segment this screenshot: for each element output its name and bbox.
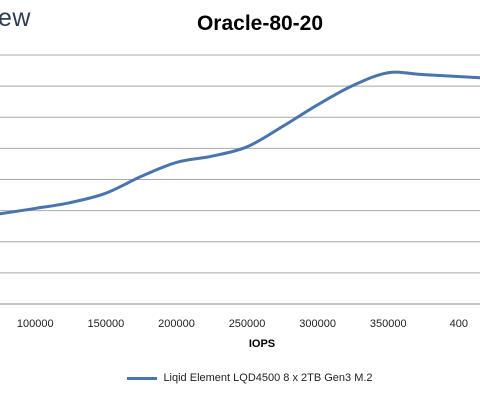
x-tick-label: 150000: [88, 318, 125, 330]
x-tick-label: 100000: [17, 318, 54, 330]
x-axis-title: IOPS: [249, 338, 275, 350]
legend-label: Liqid Element LQD4500 8 x 2TB Gen3 M.2: [163, 372, 373, 384]
x-tick-labels: 100000 150000 200000 250000 300000 350000 400: [17, 318, 468, 330]
x-tick-label: 200000: [158, 318, 195, 330]
legend-swatch: [127, 376, 158, 380]
gridlines: [0, 54, 480, 305]
series-lines: [0, 70, 480, 216]
x-tick-label: 250000: [229, 318, 266, 330]
legend: Liqid Element LQD4500 8 x 2TB Gen3 M.2: [0, 372, 480, 384]
x-tick-label: 350000: [370, 318, 407, 330]
logo-text: ew: [0, 4, 31, 32]
series-line: [0, 70, 480, 216]
x-tick-label: 300000: [299, 318, 336, 330]
chart-title: Oracle-80-20: [196, 12, 324, 35]
x-tick-label: 400: [450, 318, 468, 330]
